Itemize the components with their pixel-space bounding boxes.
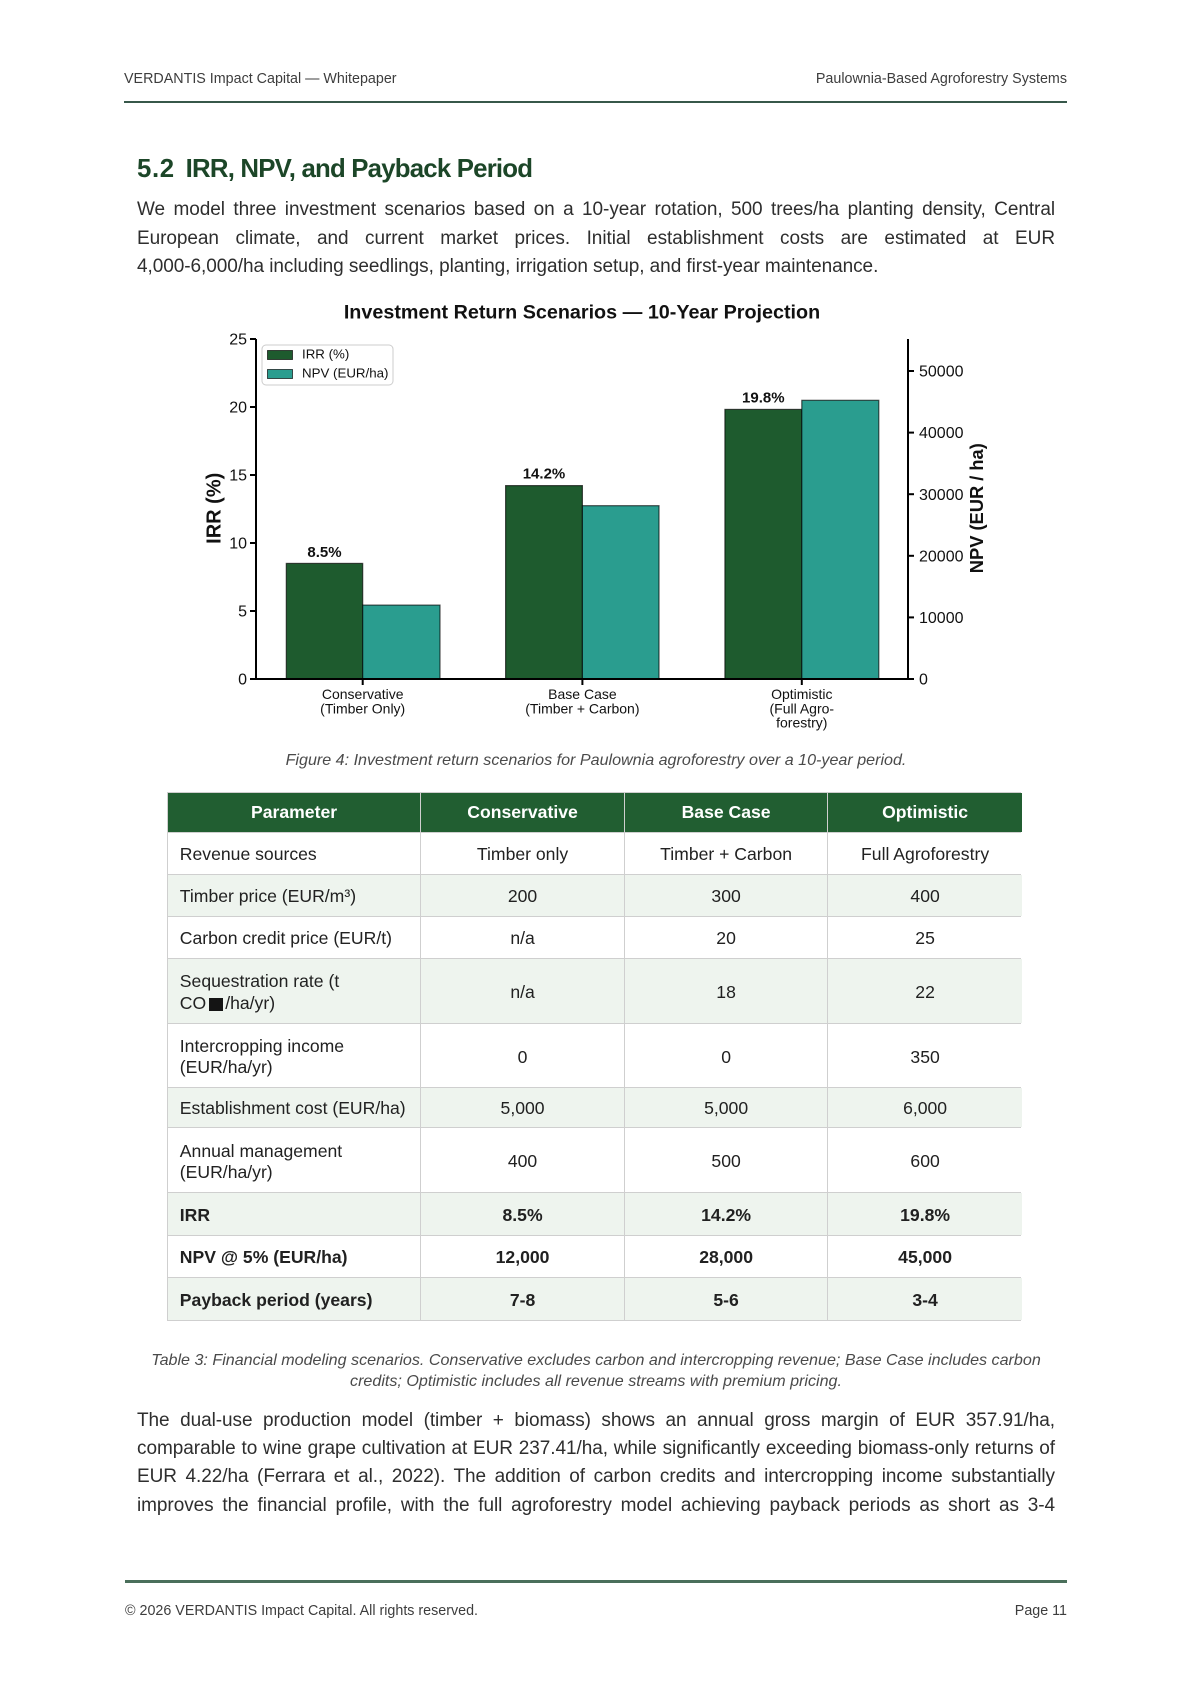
- svg-text:5: 5: [238, 604, 247, 621]
- svg-text:20000: 20000: [919, 548, 964, 565]
- svg-text:forestry): forestry): [776, 715, 827, 731]
- svg-text:10000: 10000: [919, 610, 964, 627]
- svg-text:(Timber Only): (Timber Only): [320, 700, 405, 716]
- svg-text:14.2%: 14.2%: [523, 466, 566, 483]
- svg-text:8.5%: 8.5%: [307, 544, 341, 561]
- svg-text:40000: 40000: [919, 425, 964, 442]
- svg-text:NPV (EUR / ha): NPV (EUR / ha): [966, 443, 987, 573]
- svg-text:0: 0: [238, 672, 247, 689]
- svg-text:NPV (EUR/ha): NPV (EUR/ha): [302, 366, 388, 381]
- svg-text:19.8%: 19.8%: [742, 390, 785, 407]
- svg-text:(Full Agro-: (Full Agro-: [770, 700, 835, 716]
- svg-text:Optimistic: Optimistic: [771, 686, 832, 702]
- svg-text:IRR (%): IRR (%): [204, 473, 226, 544]
- svg-text:Conservative: Conservative: [322, 686, 404, 702]
- svg-text:20: 20: [229, 400, 247, 417]
- svg-text:IRR (%): IRR (%): [302, 347, 349, 362]
- svg-text:30000: 30000: [919, 487, 964, 504]
- svg-text:0: 0: [919, 672, 928, 689]
- svg-text:15: 15: [229, 468, 247, 485]
- svg-text:10: 10: [229, 536, 247, 553]
- svg-text:Base Case: Base Case: [548, 686, 617, 702]
- svg-text:(Timber + Carbon): (Timber + Carbon): [525, 700, 639, 716]
- svg-text:25: 25: [229, 332, 247, 349]
- svg-text:50000: 50000: [919, 364, 964, 381]
- svg-text:Investment Return Scenarios —: Investment Return Scenarios — 10-Year Pr…: [344, 301, 820, 323]
